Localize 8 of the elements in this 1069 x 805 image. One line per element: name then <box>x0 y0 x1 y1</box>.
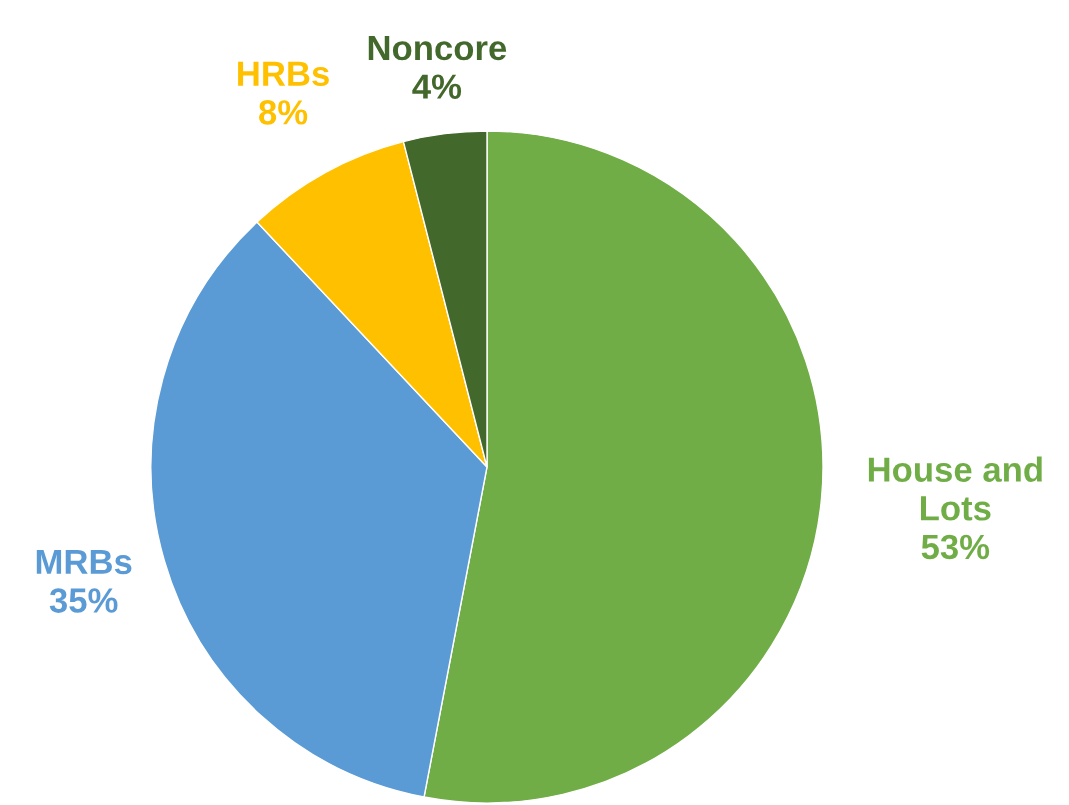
data-label: 53% <box>921 534 990 560</box>
slice-label: HRBs <box>238 61 329 86</box>
data-label: 4% <box>412 74 462 99</box>
slice-label: MRBs <box>36 549 132 575</box>
data-label: 35% <box>49 588 118 613</box>
slice-label: Noncore <box>368 36 507 61</box>
slice-label: House and Lots <box>868 456 1042 521</box>
data-label: 8% <box>259 100 308 125</box>
